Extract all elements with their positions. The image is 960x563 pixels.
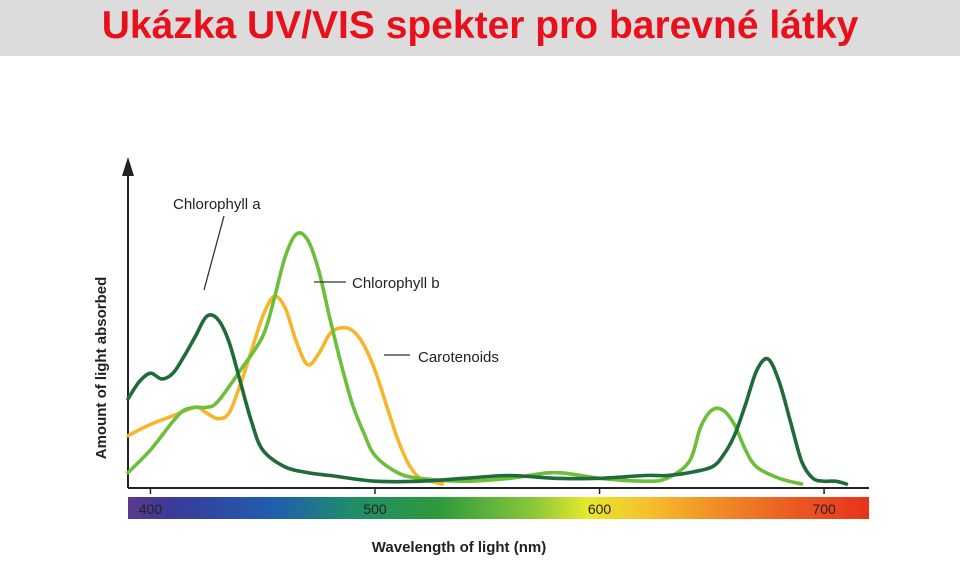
leader-line-chlorophyll-a: [203, 215, 225, 291]
spectrum-color-bar: [128, 497, 869, 519]
x-tick-label: 700: [812, 501, 836, 517]
series-group: [126, 231, 849, 486]
x-tick-label: 500: [363, 501, 387, 517]
series-line-carotenoids: [126, 294, 445, 486]
y-axis-arrow-icon: [122, 157, 134, 176]
label-chlorophyll-a: Chlorophyll a: [173, 196, 261, 213]
y-axis-label: Amount of light absorbed: [93, 277, 110, 459]
title-bar: [0, 0, 960, 56]
page-title: Ukázka UV/VIS spekter pro barevné látky: [101, 4, 859, 47]
x-tick-label: 400: [139, 501, 163, 517]
series-line-chlorophyll-a: [126, 313, 849, 486]
x-axis-label: Wavelength of light (nm): [372, 539, 546, 556]
series-line-chlorophyll-b: [126, 231, 804, 486]
label-carotenoids: Carotenoids: [418, 349, 499, 366]
x-tick-label: 600: [588, 501, 612, 517]
label-chlorophyll-b: Chlorophyll b: [352, 275, 440, 292]
x-tick-group: 400 500 600 700: [139, 488, 836, 517]
